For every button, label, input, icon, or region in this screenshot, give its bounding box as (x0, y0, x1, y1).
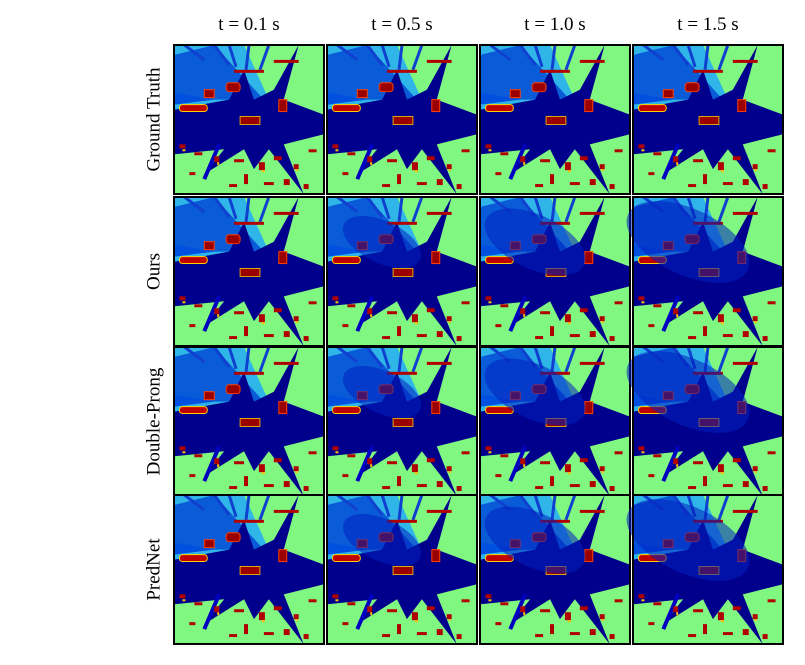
row-label: Ground Truth (143, 67, 164, 171)
panel-border (632, 494, 784, 645)
prediction-blur (342, 365, 422, 419)
prediction-blur (342, 513, 422, 567)
panel-border (326, 494, 478, 645)
column-header: t = 0.5 s (371, 14, 432, 35)
panel-grid (173, 44, 784, 645)
prediction-blur (342, 215, 422, 269)
panel-border (326, 44, 478, 195)
prediction-blur (626, 351, 750, 433)
prediction-blur (484, 506, 586, 574)
panel-border (173, 44, 325, 195)
row-label: PredNet (143, 538, 164, 601)
column-header: t = 1.0 s (524, 14, 585, 35)
prediction-blur (484, 208, 586, 276)
prediction-panel (174, 45, 324, 194)
prediction-blur (626, 499, 750, 581)
row-label: Ours (143, 253, 164, 290)
panel-border (479, 494, 631, 645)
prediction-panel (174, 495, 324, 644)
row-label: Double-Prong (143, 367, 164, 475)
prediction-panel (633, 45, 783, 194)
prediction-panel (174, 197, 324, 346)
panel-border (173, 494, 325, 645)
column-header: t = 0.1 s (218, 14, 279, 35)
prediction-panel (174, 347, 324, 496)
prediction-panel (327, 45, 477, 194)
panel-border (632, 44, 784, 195)
panel-border (479, 44, 631, 195)
prediction-blur (484, 358, 586, 426)
prediction-panel (480, 45, 630, 194)
prediction-blur (626, 201, 750, 283)
column-header: t = 1.5 s (677, 14, 738, 35)
